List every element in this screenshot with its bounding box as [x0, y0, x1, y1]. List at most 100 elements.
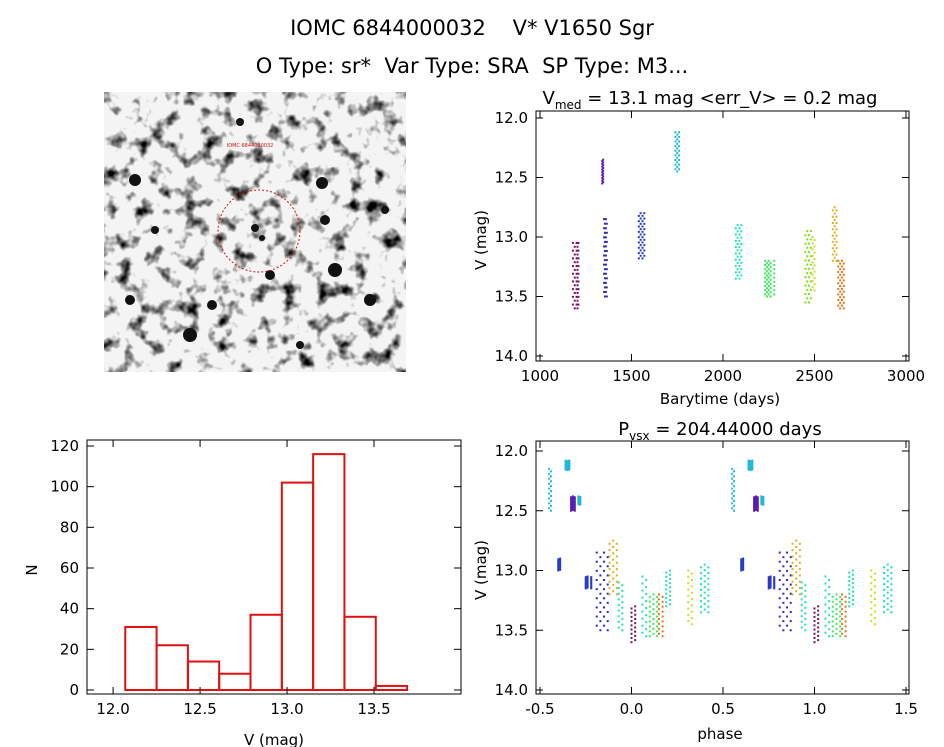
phased-point	[890, 571, 893, 574]
phased-point	[749, 460, 752, 463]
phased-point	[840, 622, 843, 625]
phased-point	[641, 617, 644, 620]
phased-point	[751, 462, 754, 465]
phased-point	[564, 462, 567, 465]
phased-point	[848, 605, 851, 608]
lightcurve-point	[605, 222, 608, 225]
phased-point	[782, 574, 785, 577]
lightcurve-point	[809, 288, 812, 291]
phased-point	[665, 580, 668, 583]
phased-point	[564, 460, 567, 463]
lightcurve-point	[839, 285, 842, 287]
phased-point	[612, 583, 615, 586]
phased-point	[568, 465, 571, 468]
lightcurve-point	[765, 278, 768, 281]
lightcurve-point	[603, 272, 606, 275]
phased-xtick-label: -0.5	[525, 700, 554, 718]
phased-point	[599, 601, 602, 604]
phased-point	[840, 632, 843, 635]
phased-ytick-label: 12.5	[495, 502, 528, 520]
lightcurve-point	[835, 228, 838, 231]
phased-point	[800, 581, 803, 584]
phased-point	[548, 502, 551, 505]
phased-point	[839, 600, 842, 603]
lightcurve-point	[637, 236, 640, 239]
phased-point	[732, 480, 735, 483]
lightcurve-xtick-label: 2500	[795, 367, 833, 385]
phased-point	[824, 617, 827, 620]
lightcurve-point	[840, 271, 843, 273]
lightcurve-point	[811, 236, 814, 238]
phased-point	[851, 577, 854, 580]
phased-point	[767, 583, 770, 586]
phased-point	[603, 578, 606, 581]
lightcurve-point	[637, 225, 640, 228]
phased-point	[804, 589, 807, 592]
lightcurve-point	[639, 249, 642, 252]
phased-point	[595, 560, 598, 563]
lightcurve-point	[674, 159, 677, 161]
phased-point	[835, 618, 838, 621]
phased-point	[742, 560, 745, 563]
phased-point	[586, 575, 589, 578]
lightcurve-point	[573, 245, 576, 248]
phased-point	[564, 466, 567, 469]
phased-point	[751, 464, 754, 467]
phased-point	[870, 582, 873, 585]
histogram-bar	[155, 644, 189, 691]
phased-point	[570, 509, 573, 512]
lightcurve-point	[769, 266, 772, 269]
lightcurve-point	[637, 257, 640, 260]
phased-point	[690, 578, 693, 581]
phased-point	[851, 582, 854, 585]
phased-point	[828, 600, 831, 603]
lightcurve-point	[767, 276, 770, 279]
phased-point	[657, 603, 660, 606]
phased-point	[603, 624, 606, 627]
lightcurve-point	[577, 280, 580, 283]
phased-point	[798, 574, 801, 577]
phased-point	[630, 632, 633, 635]
lightcurve-point	[837, 271, 840, 273]
phased-point	[707, 588, 710, 591]
phased-point	[549, 470, 552, 473]
phased-point	[584, 586, 587, 589]
phased-point	[687, 588, 690, 591]
phased-point	[870, 613, 873, 616]
phased-point	[595, 615, 598, 618]
lightcurve-point	[809, 297, 812, 300]
lightcurve-point	[605, 268, 608, 271]
lightcurve-point	[831, 247, 834, 250]
phased-point	[756, 508, 759, 511]
lightcurve-point	[734, 246, 737, 249]
lightcurve-point	[575, 303, 578, 306]
phased-point	[844, 630, 847, 633]
phased-point	[700, 600, 703, 603]
lightcurve-point	[813, 264, 816, 267]
lightcurve-point	[639, 222, 642, 225]
phased-point	[690, 591, 693, 594]
phased-points	[548, 459, 893, 644]
lightcurve-point	[809, 280, 812, 283]
phased-point	[791, 555, 794, 558]
phased-point	[754, 502, 757, 505]
phased-point	[652, 593, 655, 596]
phased-point	[813, 607, 816, 610]
phased-point	[559, 564, 562, 567]
phased-point	[800, 626, 803, 629]
phased-point	[668, 573, 671, 576]
phased-point	[851, 603, 854, 606]
lightcurve-point	[576, 261, 579, 264]
phased-point	[798, 593, 801, 596]
lightcurve-point	[576, 268, 579, 271]
lightcurve-point	[833, 206, 836, 209]
phased-point	[839, 595, 842, 598]
lightcurve-point	[767, 272, 770, 275]
phased-point	[687, 582, 690, 585]
lightcurve-point	[835, 215, 838, 218]
phased-point	[599, 583, 602, 586]
lightcurve-point	[674, 149, 677, 152]
phased-point	[612, 558, 615, 561]
lightcurve-point	[676, 156, 679, 159]
phased-point	[645, 600, 648, 603]
